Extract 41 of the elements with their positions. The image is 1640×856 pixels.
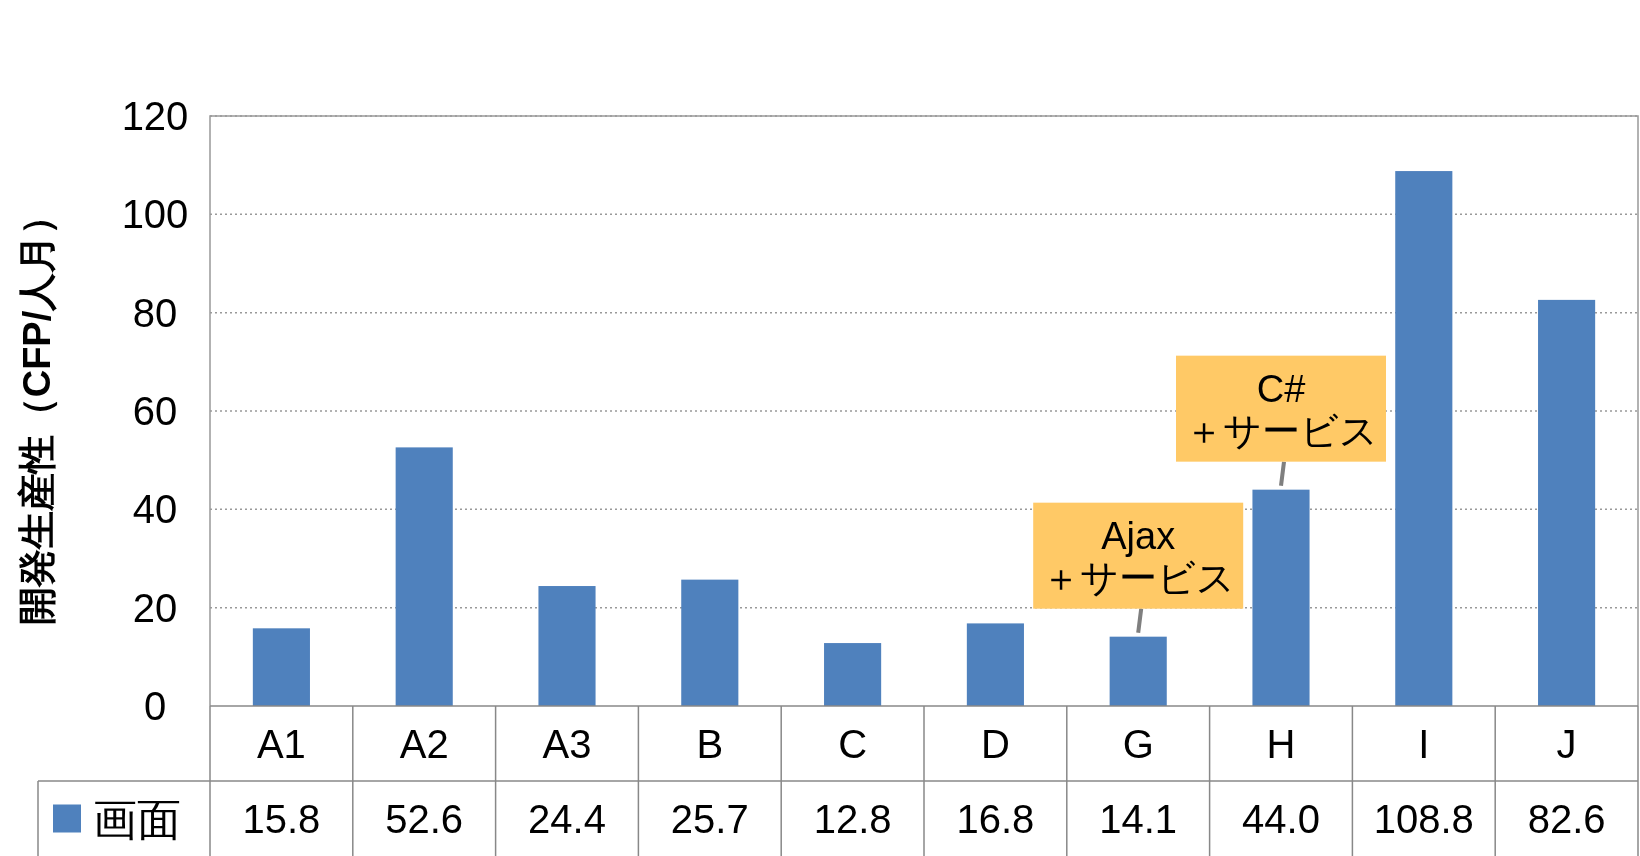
annotation: C# ＋サービス — [1184, 367, 1378, 452]
data-label: 52.6 — [385, 796, 464, 841]
x-tick-label: B — [696, 721, 724, 766]
x-tick-label: H — [1266, 721, 1296, 766]
data-label: 14.1 — [1099, 796, 1178, 841]
data-label: 15.8 — [242, 796, 321, 841]
x-tick-label: I — [1418, 721, 1430, 766]
bar — [824, 643, 882, 706]
y-axis-title: 開発生産性（CFP/人月） — [16, 196, 58, 626]
x-tick-label: A1 — [256, 721, 306, 766]
bar — [1538, 299, 1596, 706]
x-tick-label: A2 — [399, 721, 449, 766]
legend-label: 画面 — [93, 794, 181, 844]
bar — [395, 447, 453, 706]
annotation: Ajax ＋サービス — [1041, 514, 1235, 599]
bar — [966, 623, 1024, 706]
x-tick-label: C — [838, 721, 868, 766]
data-label: 12.8 — [813, 796, 892, 841]
data-label: 25.7 — [670, 796, 749, 841]
bar — [1252, 489, 1310, 706]
x-tick-label: J — [1556, 721, 1577, 766]
data-label: 44.0 — [1242, 796, 1320, 841]
y-tick-label: 80 — [132, 290, 178, 335]
x-tick-label: D — [980, 721, 1010, 766]
y-tick-label: 120 — [121, 94, 189, 138]
y-tick-label: 0 — [143, 684, 167, 728]
data-label: 16.8 — [956, 796, 1035, 841]
y-tick-label: 100 — [121, 192, 189, 237]
y-tick-label: 60 — [132, 389, 178, 433]
bar — [1109, 636, 1167, 706]
x-tick-label: A3 — [542, 721, 592, 766]
x-tick-label: G — [1122, 721, 1154, 766]
bar — [681, 579, 739, 706]
y-tick-label: 40 — [132, 487, 178, 532]
bar — [252, 628, 310, 706]
bar — [538, 586, 596, 706]
data-label: 24.4 — [528, 796, 606, 841]
data-label: 82.6 — [1527, 796, 1606, 841]
bar — [1395, 171, 1453, 706]
data-label: 108.8 — [1373, 796, 1474, 841]
y-tick-label: 20 — [132, 585, 178, 630]
